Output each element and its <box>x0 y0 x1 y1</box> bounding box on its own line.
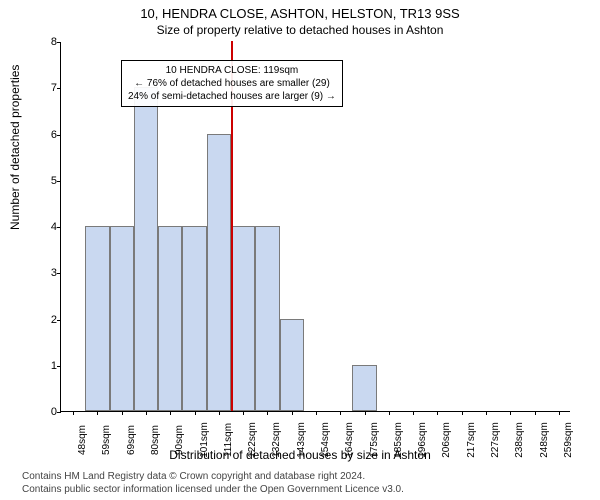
x-tick-mark <box>559 411 560 415</box>
x-tick-mark <box>195 411 196 415</box>
histogram-bar <box>158 226 182 411</box>
annotation-line: 10 HENDRA CLOSE: 119sqm <box>128 64 336 77</box>
x-tick-mark <box>365 411 366 415</box>
annotation-line: ← 76% of detached houses are smaller (29… <box>128 77 336 90</box>
x-tick-mark <box>97 411 98 415</box>
x-tick-mark <box>243 411 244 415</box>
x-tick-mark <box>292 411 293 415</box>
title-main: 10, HENDRA CLOSE, ASHTON, HELSTON, TR13 … <box>0 0 600 21</box>
y-tick-mark <box>57 320 61 321</box>
y-tick-label: 3 <box>33 267 57 279</box>
histogram-bar <box>134 87 158 411</box>
footnote-line: Contains public sector information licen… <box>22 484 404 497</box>
histogram-bar <box>85 226 109 411</box>
footnotes: Contains HM Land Registry data © Crown c… <box>22 471 404 496</box>
y-tick-mark <box>57 227 61 228</box>
x-tick-mark <box>219 411 220 415</box>
x-tick-mark <box>535 411 536 415</box>
x-tick-mark <box>486 411 487 415</box>
histogram-bar <box>110 226 134 411</box>
y-tick-label: 0 <box>33 406 57 418</box>
y-tick-label: 7 <box>33 82 57 94</box>
histogram-bar <box>182 226 206 411</box>
histogram-bar <box>207 134 231 412</box>
histogram-bar <box>231 226 255 411</box>
x-tick-mark <box>413 411 414 415</box>
x-tick-mark <box>122 411 123 415</box>
y-tick-mark <box>57 42 61 43</box>
histogram-bar <box>280 319 304 412</box>
y-tick-mark <box>57 366 61 367</box>
y-tick-label: 8 <box>33 36 57 48</box>
title-sub: Size of property relative to detached ho… <box>0 21 600 37</box>
x-axis-label: Distribution of detached houses by size … <box>0 448 600 462</box>
x-tick-mark <box>316 411 317 415</box>
x-tick-mark <box>510 411 511 415</box>
y-tick-mark <box>57 273 61 274</box>
y-tick-label: 2 <box>33 314 57 326</box>
x-tick-mark <box>73 411 74 415</box>
chart-area: 01234567848sqm59sqm69sqm80sqm90sqm101sqm… <box>60 42 570 412</box>
plot-region: 01234567848sqm59sqm69sqm80sqm90sqm101sqm… <box>60 42 570 412</box>
y-tick-mark <box>57 412 61 413</box>
y-tick-mark <box>57 135 61 136</box>
y-tick-label: 4 <box>33 221 57 233</box>
annotation-line: 24% of semi-detached houses are larger (… <box>128 90 336 103</box>
histogram-bar <box>352 365 376 411</box>
y-tick-mark <box>57 88 61 89</box>
x-tick-mark <box>462 411 463 415</box>
x-tick-mark <box>340 411 341 415</box>
y-axis-label: Number of detached properties <box>8 65 22 230</box>
x-tick-mark <box>146 411 147 415</box>
chart-container: 10, HENDRA CLOSE, ASHTON, HELSTON, TR13 … <box>0 0 600 500</box>
histogram-bar <box>255 226 279 411</box>
y-tick-label: 6 <box>33 129 57 141</box>
y-tick-label: 1 <box>33 360 57 372</box>
x-tick-mark <box>170 411 171 415</box>
y-tick-mark <box>57 181 61 182</box>
x-tick-mark <box>389 411 390 415</box>
y-tick-label: 5 <box>33 175 57 187</box>
x-tick-mark <box>437 411 438 415</box>
x-tick-mark <box>267 411 268 415</box>
annotation-box: 10 HENDRA CLOSE: 119sqm← 76% of detached… <box>121 60 343 107</box>
footnote-line: Contains HM Land Registry data © Crown c… <box>22 471 404 484</box>
